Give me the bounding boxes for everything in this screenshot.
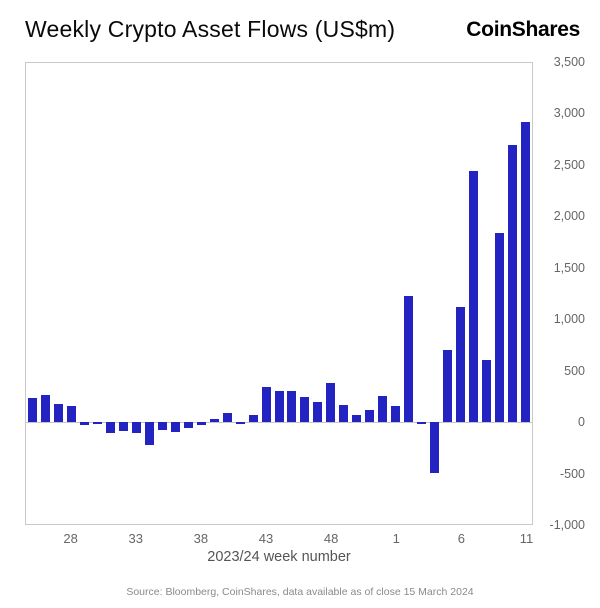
bar-week-27 <box>53 403 63 422</box>
x-axis-tick-11: 11 <box>519 531 534 546</box>
bar-week-47 <box>313 402 323 422</box>
bar-week-1 <box>391 406 401 422</box>
x-axis-tick-43: 43 <box>258 531 274 546</box>
x-axis-title: 2023/24 week number <box>207 549 351 565</box>
y-axis-tick-0: 0 <box>578 415 585 430</box>
bar-week-9 <box>495 233 505 422</box>
coinshares-logo: CoinShares <box>466 18 580 41</box>
x-axis-tick-1: 1 <box>392 531 400 546</box>
bar-week-30 <box>92 421 102 424</box>
bar-week-4 <box>430 421 440 473</box>
bar-week-29 <box>79 421 89 425</box>
y-axis-tick-1,500: 1,500 <box>553 260 585 275</box>
bar-week-2 <box>404 295 414 422</box>
bar-week-52 <box>378 395 388 422</box>
y-axis-tick-3,000: 3,000 <box>553 106 585 121</box>
bar-week-38 <box>196 421 206 425</box>
source-note: Source: Bloomberg, CoinShares, data avai… <box>126 586 474 598</box>
plot-area <box>25 62 533 525</box>
bar-week-39 <box>209 418 219 422</box>
y-axis-tick-2,500: 2,500 <box>553 157 585 172</box>
x-axis: 28 33 38 43 48 1 6 11 <box>25 531 533 547</box>
y-axis-tick-1,000: 1,000 <box>553 312 585 327</box>
y-axis-tick-500: 500 <box>564 363 585 378</box>
x-axis-tick-38: 38 <box>193 531 209 546</box>
x-axis-tick-6: 6 <box>457 531 465 546</box>
bar-week-35 <box>157 421 167 430</box>
bar-week-11 <box>521 122 530 422</box>
bar-week-5 <box>443 349 453 422</box>
bar-week-26 <box>40 394 50 422</box>
bar-week-43 <box>261 386 271 422</box>
bar-week-50 <box>352 415 362 422</box>
bar-week-33 <box>131 421 141 433</box>
bar-week-10 <box>508 144 518 422</box>
bar-week-32 <box>118 421 128 431</box>
x-axis-tick-33: 33 <box>128 531 143 546</box>
bar-week-8 <box>482 360 492 422</box>
bar-week-45 <box>287 391 297 422</box>
bar-week-31 <box>105 421 115 434</box>
bar-week-37 <box>183 421 193 428</box>
bar-week-25 <box>27 398 37 422</box>
bar-week-41 <box>235 421 245 424</box>
bar-week-34 <box>144 421 154 446</box>
bar-week-51 <box>365 410 375 422</box>
y-axis-tick--1,000: -1,000 <box>549 518 585 532</box>
bar-week-42 <box>248 415 258 422</box>
x-axis-tick-48: 48 <box>323 531 339 546</box>
bar-week-46 <box>300 396 310 422</box>
zero-line <box>26 421 532 423</box>
x-axis-tick-28: 28 <box>63 531 78 546</box>
bar-week-49 <box>339 405 349 422</box>
bar-week-40 <box>222 412 232 422</box>
bar-week-44 <box>274 390 284 422</box>
y-axis-tick-3,500: 3,500 <box>553 55 585 69</box>
y-axis-tick--500: -500 <box>559 466 585 481</box>
y-axis: 3,500 3,000 2,500 2,000 1,500 1,000 500 0 -500 -1… <box>541 55 585 532</box>
bar-week-48 <box>326 382 336 422</box>
bar-week-3 <box>417 421 427 425</box>
bar-week-36 <box>170 421 180 432</box>
bar-week-6 <box>456 306 466 422</box>
y-axis-tick-2,000: 2,000 <box>553 209 585 224</box>
bar-week-28 <box>66 405 76 422</box>
page-title: Weekly Crypto Asset Flows (US$m) <box>25 16 396 42</box>
bar-week-7 <box>469 170 479 422</box>
